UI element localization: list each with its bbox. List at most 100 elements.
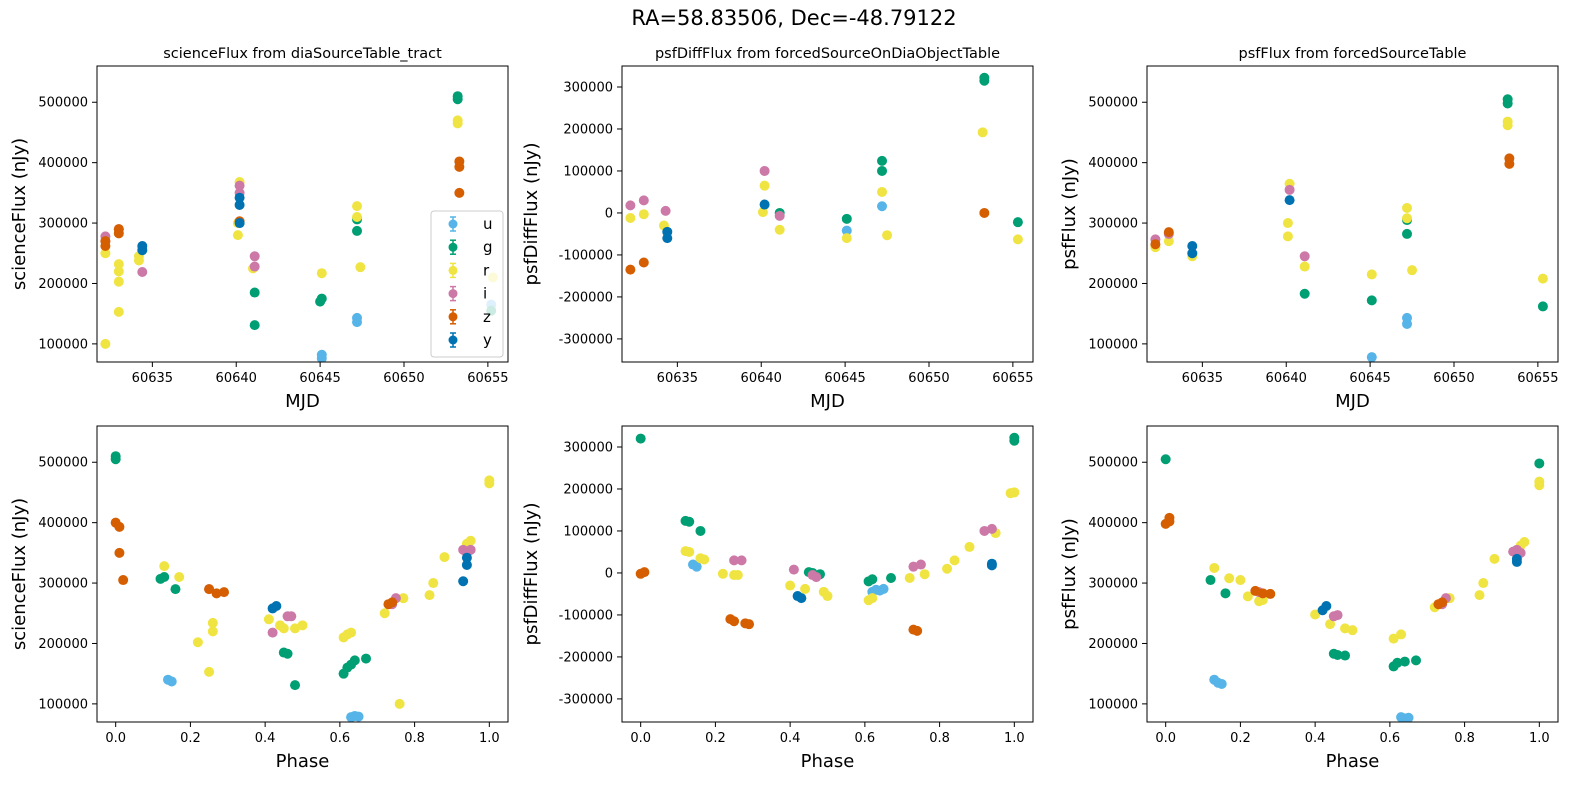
- y-tick-label: 300000: [38, 577, 88, 592]
- data-point-r: [1474, 590, 1485, 601]
- data-point-r: [346, 627, 357, 638]
- data-point-r: [1235, 575, 1246, 586]
- data-point-u: [316, 349, 327, 360]
- data-point-i: [137, 266, 148, 277]
- y-tick-label: -100000: [559, 608, 613, 623]
- legend-label: g: [483, 238, 493, 256]
- data-point-r: [822, 591, 833, 602]
- data-point-y: [234, 199, 245, 210]
- data-point-z: [118, 575, 129, 586]
- x-tick-label: 1.0: [479, 731, 500, 746]
- data-point-u: [877, 201, 888, 212]
- data-point-r: [113, 266, 124, 277]
- data-point-r: [1224, 573, 1235, 584]
- data-point-r: [232, 230, 243, 241]
- data-point-r: [100, 338, 111, 349]
- data-point-r: [699, 554, 710, 565]
- data-point-y: [271, 601, 282, 612]
- data-point-r: [964, 541, 975, 552]
- data-point-g: [1332, 649, 1343, 660]
- x-tick-label: 0.4: [255, 731, 276, 746]
- y-tick-label: 100000: [38, 337, 88, 352]
- data-points: [625, 72, 1023, 275]
- data-point-r: [841, 233, 852, 244]
- data-point-r: [428, 578, 439, 589]
- data-point-r: [1407, 265, 1418, 276]
- data-point-r: [174, 572, 185, 583]
- x-tick-label: 60640: [741, 371, 782, 386]
- data-points: [110, 451, 495, 722]
- legend-entry-u: u: [448, 215, 493, 233]
- x-tick-label: 60655: [992, 371, 1033, 386]
- y-tick-label: 0: [605, 206, 613, 221]
- data-point-y: [1187, 248, 1198, 259]
- y-tick-label: 200000: [38, 637, 88, 652]
- data-point-z: [1257, 588, 1268, 599]
- x-tick-label: 0.0: [630, 731, 651, 746]
- data-point-g: [1537, 301, 1548, 312]
- x-tick-label: 0.8: [929, 731, 950, 746]
- data-point-r: [316, 268, 327, 279]
- data-point-r: [379, 608, 390, 619]
- data-point-g: [877, 155, 888, 166]
- data-point-r: [394, 698, 405, 709]
- data-point-r: [1534, 476, 1545, 487]
- data-point-r: [867, 593, 878, 604]
- y-tick-label: 300000: [1088, 217, 1138, 232]
- legend-label: z: [483, 308, 491, 326]
- y-tick-label: 100000: [1088, 697, 1138, 712]
- data-point-y: [234, 218, 245, 229]
- y-tick-label: 400000: [38, 516, 88, 531]
- data-point-g: [1534, 458, 1545, 469]
- y-tick-label: 300000: [563, 80, 613, 95]
- data-point-g: [1205, 575, 1216, 586]
- data-point-r: [638, 209, 649, 220]
- data-point-r: [1366, 269, 1377, 280]
- legend-marker: [448, 219, 458, 229]
- data-point-i: [1299, 251, 1310, 262]
- data-point-r: [877, 186, 888, 197]
- data-point-r: [774, 224, 785, 235]
- data-point-g: [1366, 295, 1377, 306]
- data-point-u: [1403, 712, 1414, 722]
- data-point-r: [278, 623, 289, 634]
- data-point-r: [1009, 487, 1020, 498]
- y-axis-label: psfFlux (nJy): [1059, 158, 1080, 270]
- data-point-i: [729, 555, 740, 566]
- data-point-u: [1402, 312, 1413, 323]
- data-point-z: [1164, 512, 1175, 523]
- data-point-z: [1150, 239, 1161, 250]
- data-point-r: [1310, 609, 1321, 620]
- y-axis-label: psfDiffFlux (nJy): [521, 143, 542, 286]
- data-point-r: [352, 212, 363, 223]
- data-point-g: [635, 433, 646, 444]
- data-point-u: [841, 225, 852, 236]
- data-point-r: [1388, 633, 1399, 644]
- data-point-y: [1321, 601, 1332, 612]
- data-point-z: [387, 597, 398, 608]
- data-point-i: [759, 165, 770, 176]
- data-point-g: [361, 653, 372, 664]
- plot-frame: [621, 65, 1034, 363]
- y-tick-label: 300000: [38, 217, 88, 232]
- data-point-r: [263, 614, 274, 625]
- data-point-r: [717, 568, 728, 579]
- data-point-z: [625, 264, 636, 275]
- data-point-r: [904, 572, 915, 583]
- data-point-r: [452, 115, 463, 126]
- data-point-r: [297, 620, 308, 631]
- x-tick-label: 60650: [383, 371, 424, 386]
- subplot-1: scienceFlux from diaSourceTable_tract 606…: [9, 46, 509, 412]
- x-tick-label: 60640: [1266, 371, 1307, 386]
- data-point-r: [757, 207, 768, 218]
- data-point-z: [1163, 227, 1174, 238]
- data-point-i: [249, 261, 260, 272]
- data-point-r: [1340, 623, 1351, 634]
- data-point-z: [113, 224, 124, 235]
- data-point-y: [137, 241, 148, 252]
- x-tick-label: 0.4: [1305, 731, 1326, 746]
- y-tick-label: -100000: [559, 248, 613, 263]
- data-point-g: [249, 287, 260, 298]
- x-tick-label: 0.6: [1380, 731, 1401, 746]
